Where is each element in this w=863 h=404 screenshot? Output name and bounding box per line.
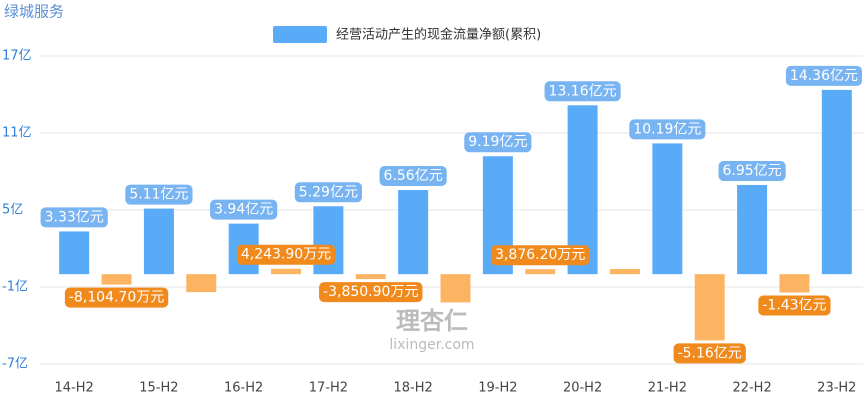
value-label: 5.29亿元 <box>299 184 358 200</box>
value-label: 4,243.90万元 <box>241 247 331 263</box>
watermark: 理杏仁 <box>396 307 468 335</box>
x-tick-label: 15-H2 <box>139 381 178 396</box>
value-label-box <box>758 295 831 316</box>
legend-label: 经营活动产生的现金流量净额(累积) <box>336 27 541 43</box>
x-tick-label: 17-H2 <box>309 381 348 396</box>
bar <box>355 274 386 280</box>
value-label-box <box>718 160 786 181</box>
value-label: 6.95亿元 <box>722 163 781 179</box>
bar <box>186 274 217 293</box>
value-label: 3,876.20万元 <box>495 247 585 263</box>
value-label: 6.56亿元 <box>384 168 443 184</box>
x-tick-label: 21-H2 <box>648 381 687 396</box>
value-label-box <box>294 182 362 203</box>
value-label-box <box>464 132 532 153</box>
x-tick-label: 18-H2 <box>393 381 432 396</box>
y-tick-label: -1亿 <box>2 280 28 295</box>
bar <box>737 184 768 275</box>
bar <box>525 269 556 275</box>
value-label: 13.16亿元 <box>549 83 617 99</box>
watermark: lixinger.com <box>389 337 474 353</box>
value-label-box <box>673 343 746 364</box>
x-tick-label: 23-H2 <box>817 381 856 396</box>
x-tick-label: 19-H2 <box>478 381 517 396</box>
value-label-box <box>236 244 336 265</box>
value-label: -1.43亿元 <box>762 298 826 314</box>
chart-title: 绿城服务 <box>4 3 64 21</box>
value-label-box <box>544 81 621 102</box>
legend-swatch <box>273 26 327 43</box>
bar <box>440 274 471 303</box>
bar <box>101 274 132 285</box>
x-tick-label: 22-H2 <box>732 381 771 396</box>
bar <box>652 143 683 275</box>
value-label: 14.36亿元 <box>790 68 858 84</box>
value-label-box <box>629 119 706 140</box>
value-label: 5.11亿元 <box>129 187 188 203</box>
value-label-box <box>379 165 447 186</box>
x-tick-label: 20-H2 <box>563 381 602 396</box>
bar <box>271 268 302 275</box>
value-label: 3.33亿元 <box>45 209 104 225</box>
bar <box>398 189 429 275</box>
y-tick-label: 17亿 <box>2 49 32 64</box>
value-label: -8,104.70万元 <box>69 290 164 306</box>
value-label-box <box>125 184 193 205</box>
y-tick-label: 5亿 <box>2 203 23 218</box>
bar <box>694 274 725 341</box>
value-label-box <box>319 282 423 303</box>
value-label: 3.94亿元 <box>214 202 273 218</box>
x-tick-label: 14-H2 <box>55 381 94 396</box>
value-label: 10.19亿元 <box>633 121 701 137</box>
y-tick-label: 11亿 <box>2 126 32 141</box>
x-tick-label: 16-H2 <box>224 381 263 396</box>
bar <box>609 269 640 275</box>
value-label: -3,850.90万元 <box>323 284 418 300</box>
bar <box>821 89 852 275</box>
bar <box>779 274 810 293</box>
value-label-box <box>785 65 862 86</box>
value-label-box <box>40 207 108 228</box>
bar <box>59 231 90 275</box>
y-tick-label: -7亿 <box>2 357 28 372</box>
value-label: -5.16亿元 <box>678 345 742 361</box>
value-label-box <box>491 245 590 266</box>
value-label: 9.19亿元 <box>468 134 527 150</box>
value-label-box <box>64 287 169 308</box>
value-label-box <box>210 199 278 220</box>
bar <box>143 208 174 275</box>
